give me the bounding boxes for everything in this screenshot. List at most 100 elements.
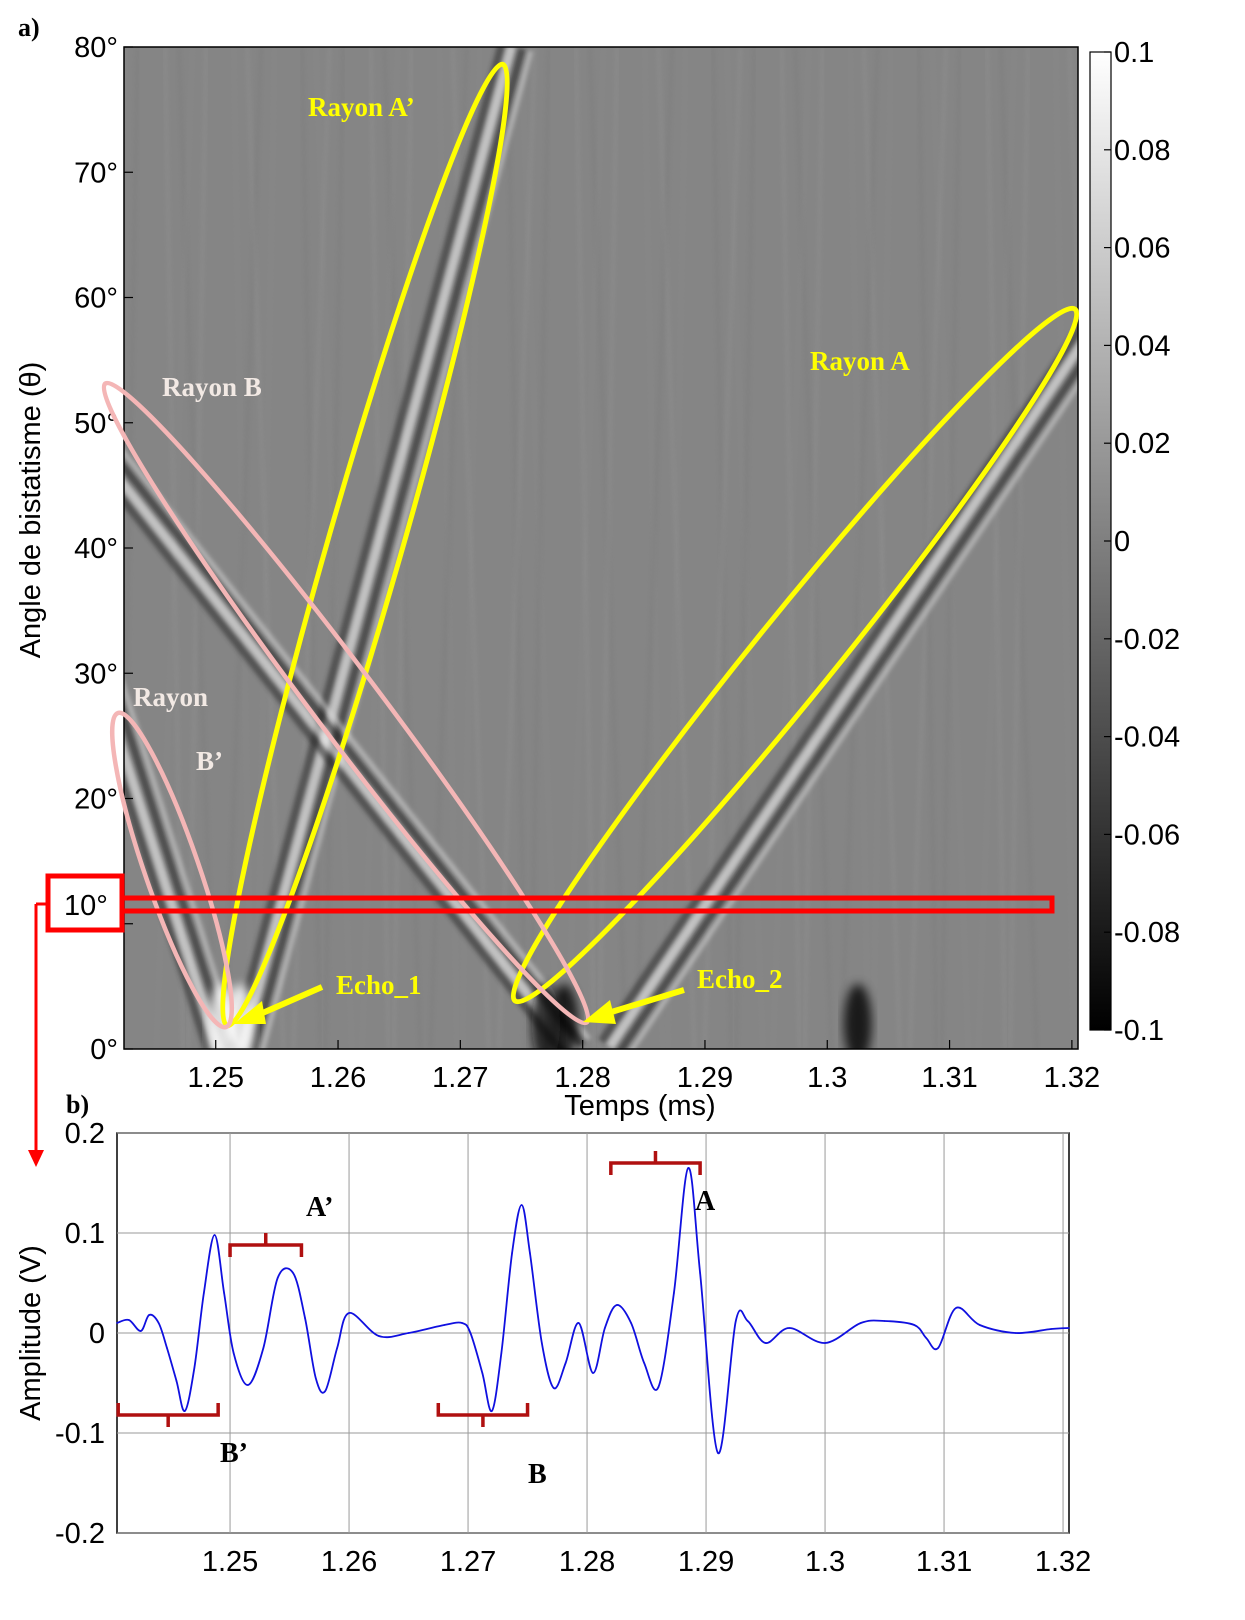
label-rayon-a-prime: Rayon A’ <box>308 92 415 122</box>
label-rayon-b-prime-line2: B’ <box>196 746 223 776</box>
signal-point <box>604 1327 606 1329</box>
signal-point <box>616 1304 618 1306</box>
signal-point <box>577 1322 580 1324</box>
heatmap-x-tick-label: 1.32 <box>1044 1062 1100 1094</box>
highlight-down-arrow <box>28 1150 44 1167</box>
heatmap-x-tick-label: 1.27 <box>432 1062 488 1094</box>
colorbar-tick-label: 0.02 <box>1114 428 1170 460</box>
heatmap-streak <box>871 47 893 1049</box>
echo-1-arrow-shaft <box>256 984 324 1018</box>
label-b: B <box>528 1459 547 1490</box>
signal-x-tick-label: 1.27 <box>440 1546 496 1578</box>
signal-point <box>443 1324 446 1326</box>
heatmap-ray-stripe <box>124 739 223 1049</box>
label-b-prime: B’ <box>220 1438 248 1469</box>
signal-point <box>937 1347 939 1349</box>
signal-point <box>1068 1327 1070 1329</box>
signal-point <box>304 1317 306 1319</box>
heatmap-overlays <box>28 61 1080 1167</box>
signal-y-tick-label: 0.1 <box>65 1218 105 1250</box>
panel-b-label: b) <box>66 1090 89 1119</box>
signal-point <box>481 1372 484 1374</box>
label-echo-2: Echo_2 <box>697 964 783 994</box>
heatmap-x-ticks: 1.25 1.26 1.27 1.28 1.29 1.3 1.31 1.32 <box>188 1040 1100 1094</box>
heatmap-panel: 1.25 1.26 1.27 1.28 1.29 1.3 1.31 1.32 0° 20° 30°… <box>74 32 1100 1094</box>
signal-x-tick-label: 1.32 <box>1035 1546 1091 1578</box>
label-rayon-b-prime-line1: Rayon <box>133 682 208 712</box>
heatmap-streak <box>1008 47 1030 1049</box>
heatmap-ray-stripe <box>238 47 516 1049</box>
signal-point <box>735 1320 737 1322</box>
signal-point <box>193 1367 196 1369</box>
signal-point <box>348 1312 350 1314</box>
label-rayon-a: Rayon A <box>810 346 910 376</box>
signal-point <box>461 1322 463 1324</box>
heatmap-streak <box>666 47 688 1049</box>
heatmap-streak <box>223 47 263 1049</box>
signal-point <box>213 1234 216 1236</box>
signal-point <box>673 1292 675 1294</box>
signal-point <box>157 1322 160 1324</box>
colorbar-tick-label: -0.02 <box>1114 624 1180 656</box>
heatmap-ray-stripe <box>629 380 1078 1049</box>
signal-x-ticks: 1.25 1.26 1.27 1.28 1.29 1.3 1.31 1.32 <box>202 1546 1091 1578</box>
signal-point <box>592 1372 594 1374</box>
signal-point <box>883 1320 886 1322</box>
signal-brackets <box>116 1151 702 1427</box>
heatmap-streak <box>323 47 345 1049</box>
signal-point <box>336 1347 338 1349</box>
heatmap-y-tick-label: 70° <box>74 157 118 189</box>
heatmap-echo-blob <box>843 983 872 1049</box>
signal-point <box>552 1387 555 1389</box>
heatmap-streak <box>771 47 811 1049</box>
signal-bracket <box>436 1403 530 1427</box>
heatmap-x-tick-label: 1.29 <box>677 1062 733 1094</box>
signal-y-axis-label: Amplitude (V) <box>15 1245 47 1421</box>
signal-point <box>541 1342 543 1344</box>
signal-series-line <box>116 1167 1070 1454</box>
signal-point <box>140 1330 142 1332</box>
signal-point <box>511 1252 513 1254</box>
signal-point <box>699 1272 701 1274</box>
signal-x-tick-label: 1.26 <box>321 1546 377 1578</box>
heatmap-ray-stripe <box>124 679 240 1045</box>
heatmap-y-tick-label: 20° <box>74 784 118 816</box>
heatmap-streak <box>1054 47 1076 1049</box>
ellipse-rayon-a <box>510 305 1080 1005</box>
heatmap-streak <box>529 47 551 1049</box>
heatmap-streak <box>634 47 674 1049</box>
signal-point <box>925 1337 927 1339</box>
signal-point <box>247 1384 249 1386</box>
heatmap-rays <box>124 47 1078 1049</box>
heatmap-ray-stripe <box>124 477 577 1049</box>
signal-point <box>529 1252 531 1254</box>
label-a-prime: A’ <box>306 1192 333 1223</box>
echo-2-arrow-shaft <box>607 987 685 1016</box>
signal-point <box>913 1324 916 1326</box>
signal-point <box>643 1362 645 1364</box>
signal-point <box>116 1322 118 1324</box>
heatmap-ray-stripe <box>606 341 1078 1049</box>
heatmap-y-tick-label: 30° <box>74 658 118 690</box>
signal-point <box>520 1204 523 1206</box>
signal-point <box>978 1324 981 1326</box>
signal-point <box>1014 1332 1017 1334</box>
signal-points <box>116 1167 1070 1454</box>
signal-point <box>500 1352 503 1354</box>
heatmap-ray-stripe <box>617 362 1078 1049</box>
ellipse-rayon-b <box>101 380 591 1026</box>
signal-y-tick-label: 0 <box>89 1318 105 1350</box>
heatmap-streak <box>803 47 825 1049</box>
heatmap-x-tick-label: 1.25 <box>188 1062 244 1094</box>
heatmap-x-tick-label: 1.3 <box>807 1062 847 1094</box>
signal-bracket <box>228 1233 304 1257</box>
signal-point <box>314 1377 317 1379</box>
signal-y-tick-label: -0.1 <box>55 1418 105 1450</box>
signal-x-tick-label: 1.31 <box>916 1546 972 1578</box>
signal-x-tick-label: 1.3 <box>805 1546 845 1578</box>
colorbar-tick-label: 0.1 <box>1114 37 1154 69</box>
signal-x-tick-label: 1.29 <box>678 1546 734 1578</box>
signal-point <box>292 1272 294 1274</box>
signal-point <box>687 1167 689 1169</box>
heatmap-y-tick-label: 40° <box>74 533 118 565</box>
